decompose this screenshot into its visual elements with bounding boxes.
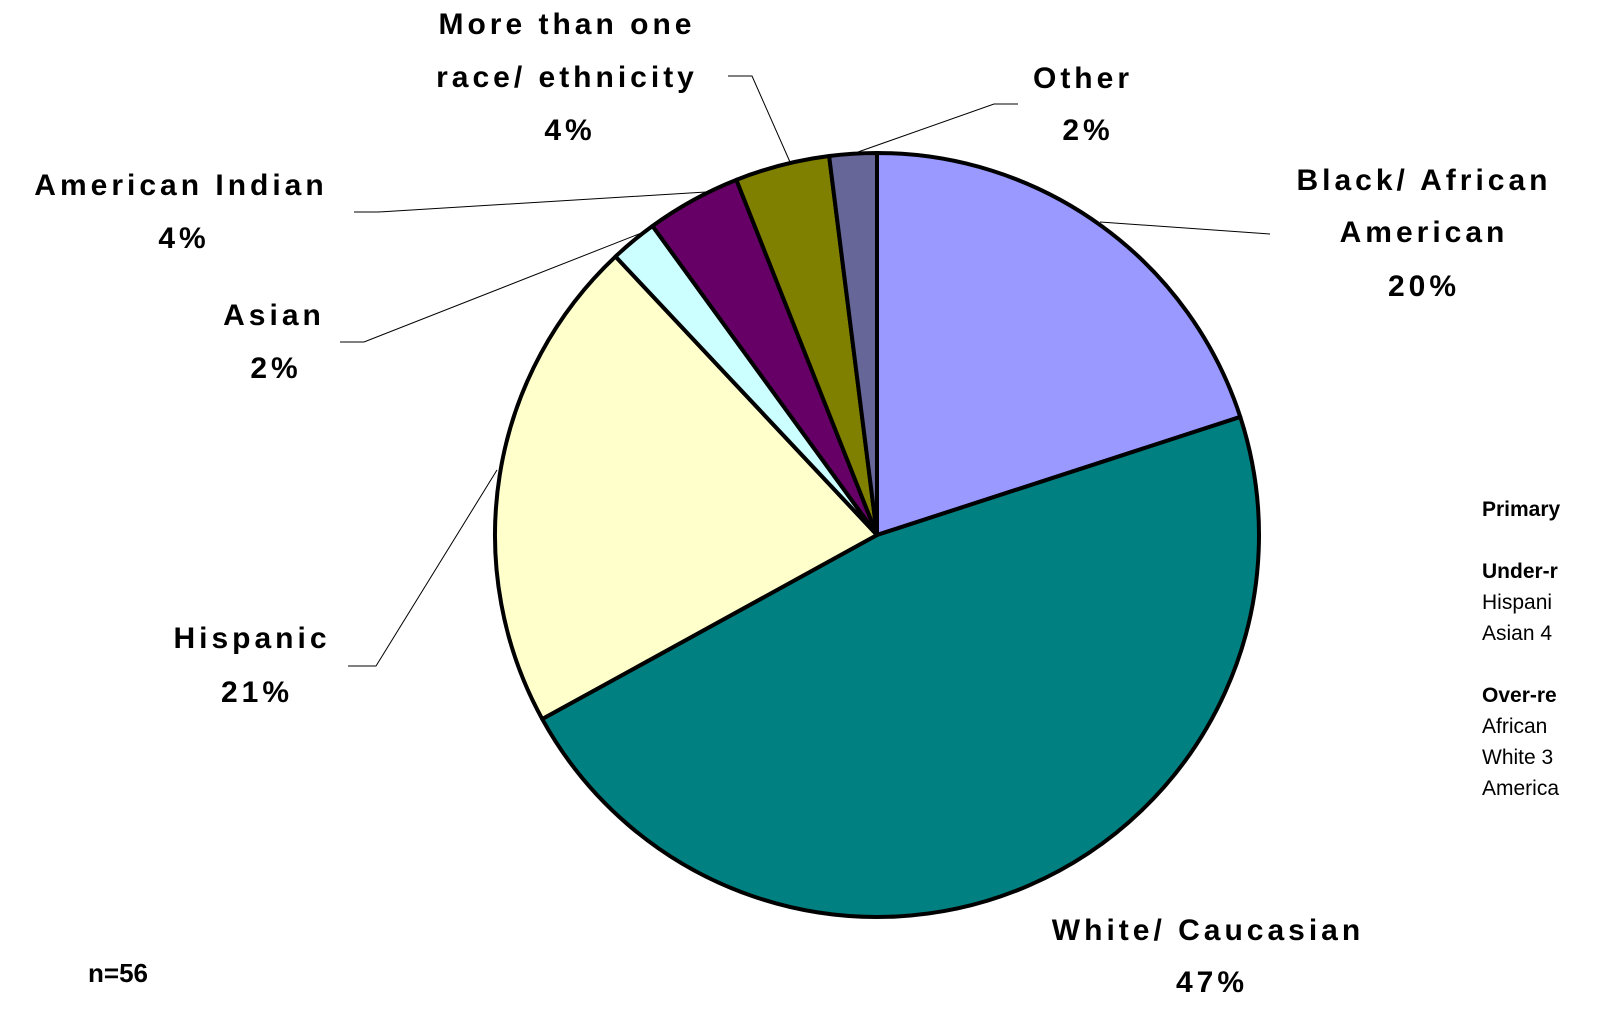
leader-line-other	[857, 103, 1018, 153]
sample-size-label: n=56	[88, 958, 148, 988]
value-other: 2%	[1062, 114, 1113, 147]
value-hispanic: 21%	[221, 676, 293, 709]
pie-slices	[493, 151, 1261, 919]
label-black: Black/ African American	[1297, 164, 1552, 249]
label-multi: More than one race/ ethnicity	[436, 8, 698, 94]
leader-line-hispanic	[348, 469, 498, 667]
side-note-under-line: Hispani	[1482, 591, 1553, 614]
side-note-under-heading: Under-r	[1482, 560, 1558, 583]
leader-line-black	[1099, 221, 1271, 235]
value-black: 20%	[1388, 270, 1460, 303]
value-white: 47%	[1176, 966, 1248, 999]
leader-line-asian	[340, 231, 645, 343]
side-note-panel: Primary Under-r Hispani Asian 4 Over-re …	[1482, 494, 1604, 804]
side-note-over-line: White 3	[1482, 746, 1554, 769]
value-american-indian: 4%	[158, 222, 209, 255]
leader-line-multi	[728, 75, 791, 163]
pie-slice-white-caucasian	[540, 414, 1261, 919]
label-asian: Asian	[223, 299, 325, 332]
label-american-indian: American Indian	[34, 169, 327, 202]
side-note-under-line: Asian 4	[1482, 622, 1553, 645]
side-note-over-heading: Over-re	[1482, 684, 1557, 707]
side-note-heading: Primary	[1482, 498, 1561, 521]
pie-slice-black-african-american	[875, 151, 1243, 537]
leader-lines	[340, 75, 1271, 667]
value-multi: 4%	[544, 114, 595, 147]
side-note-over-line: America	[1482, 777, 1560, 800]
pie-slice-hispanic	[493, 254, 879, 722]
side-note-over-line: African	[1482, 715, 1548, 738]
label-other: Other	[1033, 62, 1133, 95]
label-hispanic: Hispanic	[173, 622, 330, 655]
label-white: White/ Caucasian	[1052, 914, 1364, 947]
pie-slice-other	[827, 151, 879, 537]
leader-line-american-indian	[354, 191, 707, 213]
value-asian: 2%	[250, 352, 301, 385]
